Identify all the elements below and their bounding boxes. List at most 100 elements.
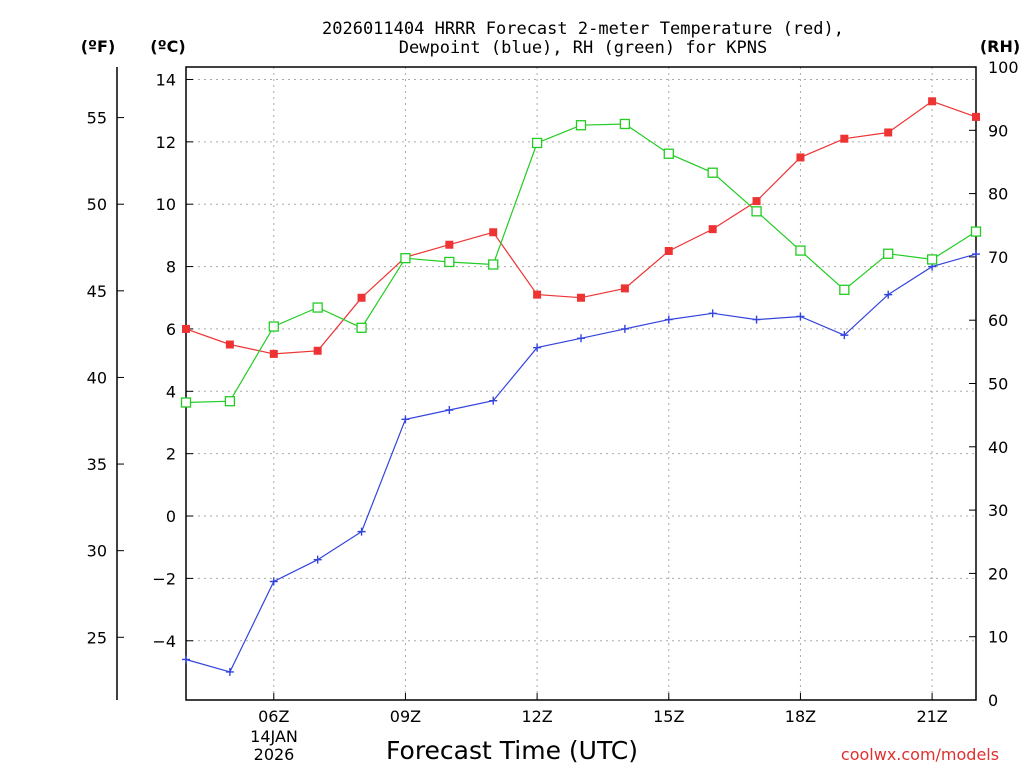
- rh-point: [883, 248, 894, 259]
- rh-point: [707, 167, 718, 178]
- rh-tick-label: 20: [988, 564, 1008, 583]
- fahrenheit-unit-label: (ºF): [81, 37, 116, 56]
- rh-point: [970, 226, 982, 237]
- temperature-point: [928, 97, 937, 106]
- rh-tick-label: 50: [988, 375, 1008, 394]
- fahrenheit-tick-label: 35: [87, 455, 107, 474]
- rh-tick-label: 60: [988, 311, 1008, 330]
- rh-tick-label: 80: [988, 185, 1008, 204]
- rh-point: [268, 321, 279, 332]
- temperature-point: [225, 340, 234, 349]
- rh-point: [663, 148, 674, 159]
- temperature-point: [269, 349, 278, 358]
- rh-point: [180, 397, 192, 408]
- celsius-tick-label: 6: [166, 320, 176, 339]
- rh-tick-label: 90: [988, 121, 1008, 140]
- plot-frame: [185, 66, 977, 701]
- temperature-point: [664, 246, 673, 255]
- dewpoint-point: [182, 655, 190, 664]
- dewpoint-point: [664, 315, 673, 324]
- temperature-point: [620, 284, 629, 293]
- rh-point: [619, 118, 631, 130]
- temperature-point: [840, 134, 849, 143]
- rh-line: [185, 123, 977, 404]
- dewpoint-point: [357, 527, 366, 536]
- dewpoint-line: [185, 253, 977, 673]
- celsius-tick-label: 2: [166, 445, 176, 464]
- axes: −4 −2 0 2 4 6 8 10 12 14 25 30 35 40 45 50 55 0 10 20 30 40 50…: [87, 58, 1019, 726]
- celsius-tick-label: 4: [166, 382, 176, 401]
- rh-point: [444, 256, 455, 268]
- rh-point: [531, 137, 543, 149]
- date-label-line1: 14JAN: [250, 727, 298, 746]
- celsius-tick-label: 8: [166, 258, 176, 277]
- temperature-point: [357, 293, 366, 302]
- rh-point: [312, 302, 323, 313]
- celsius-unit-label: (ºC): [150, 37, 185, 56]
- rh-series: [180, 118, 982, 408]
- temperature-point: [796, 153, 805, 162]
- dewpoint-point: [708, 309, 717, 318]
- celsius-tick-label: −4: [152, 632, 176, 651]
- series: [180, 97, 982, 676]
- rh-tick-label: 10: [988, 628, 1008, 647]
- x-tick-label: 18Z: [785, 707, 816, 726]
- dewpoint-point: [313, 555, 322, 564]
- dewpoint-point: [620, 324, 629, 333]
- rh-tick-label: 70: [988, 248, 1008, 267]
- chart-title-line1: 2026011404 HRRR Forecast 2-meter Tempera…: [322, 19, 844, 39]
- x-axis-label: Forecast Time (UTC): [386, 736, 638, 765]
- fahrenheit-tick-label: 25: [87, 628, 107, 647]
- rh-tick-label: 100: [988, 58, 1019, 77]
- temperature-point: [182, 324, 190, 333]
- x-tick-label: 12Z: [521, 707, 552, 726]
- rh-tick-label: 0: [988, 691, 998, 710]
- dewpoint-point: [489, 396, 498, 405]
- x-tick-label: 06Z: [258, 707, 289, 726]
- fahrenheit-tick-label: 55: [87, 109, 107, 128]
- grid: [186, 67, 976, 700]
- rh-tick-label: 40: [988, 438, 1008, 457]
- temperature-point: [972, 112, 980, 121]
- dewpoint-point: [972, 250, 980, 259]
- temperature-line: [185, 100, 977, 355]
- dewpoint-point: [445, 406, 454, 415]
- rh-tick-label: 30: [988, 501, 1008, 520]
- rh-point: [224, 396, 236, 407]
- celsius-tick-label: −2: [152, 569, 176, 588]
- temperature-point: [884, 128, 893, 137]
- dewpoint-point: [840, 331, 849, 340]
- x-tick-label: 09Z: [390, 707, 421, 726]
- rh-point: [751, 206, 762, 217]
- temperature-point: [533, 290, 542, 299]
- celsius-tick-label: 14: [156, 70, 176, 89]
- fahrenheit-tick-label: 40: [87, 368, 107, 387]
- dewpoint-point: [533, 343, 542, 352]
- rh-point: [795, 245, 806, 256]
- dewpoint-point: [752, 315, 761, 324]
- celsius-tick-label: 0: [166, 507, 176, 526]
- dewpoint-point: [796, 312, 805, 321]
- dewpoint-point: [401, 415, 410, 424]
- chart-title-line2: Dewpoint (blue), RH (green) for KPNS: [399, 38, 767, 58]
- x-tick-label: 21Z: [916, 707, 947, 726]
- celsius-tick-label: 12: [156, 133, 176, 152]
- dewpoint-point: [884, 290, 893, 299]
- fahrenheit-tick-label: 45: [87, 282, 107, 301]
- rh-point: [839, 284, 850, 295]
- rh-unit-label: (RH): [980, 37, 1020, 56]
- dewpoint-point: [577, 334, 585, 343]
- credit-label: coolwx.com/models: [841, 745, 999, 764]
- fahrenheit-tick-label: 30: [87, 542, 107, 561]
- rh-point: [926, 254, 938, 265]
- temperature-point: [752, 197, 761, 206]
- x-tick-label: 15Z: [653, 707, 684, 726]
- dewpoint-point: [225, 667, 234, 676]
- dewpoint-point: [269, 577, 278, 586]
- temperature-series: [182, 97, 980, 358]
- temperature-point: [708, 225, 717, 234]
- rh-point: [488, 259, 499, 270]
- temperature-point: [577, 293, 585, 302]
- rh-point: [356, 322, 367, 333]
